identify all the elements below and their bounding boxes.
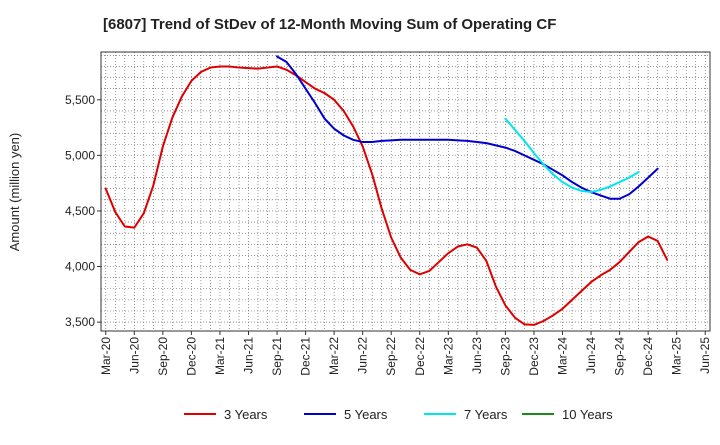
- x-tick-label: Sep-24: [613, 337, 627, 376]
- legend-item: 7 Years: [424, 407, 508, 422]
- legend-label: 10 Years: [562, 407, 613, 422]
- chart-title: [6807] Trend of StDev of 12-Month Moving…: [103, 16, 556, 33]
- plot-frame: [100, 51, 711, 332]
- x-tick-label: Jun-20: [127, 337, 141, 374]
- y-tick-label: 3,500: [65, 315, 95, 329]
- series-line-3-years: [104, 65, 669, 326]
- x-tick-label: Mar-24: [556, 337, 570, 375]
- x-tick-label: Mar-20: [99, 337, 113, 375]
- series-line-5-years: [276, 55, 659, 200]
- x-tick-label: Jun-23: [470, 337, 484, 374]
- x-tick-label: Mar-25: [670, 337, 684, 375]
- y-tick-label: 4,500: [65, 204, 95, 218]
- y-tick-label: 5,000: [65, 148, 95, 162]
- legend-label: 3 Years: [224, 407, 268, 422]
- x-tick-label: Jun-22: [356, 337, 370, 374]
- x-tick-label: Sep-22: [384, 337, 398, 376]
- x-tick-label: Jun-24: [584, 337, 598, 374]
- x-tick-label: Mar-23: [441, 337, 455, 375]
- x-tick-label: Dec-24: [641, 337, 655, 376]
- x-tick-label: Sep-23: [498, 337, 512, 376]
- x-tick-label: Mar-21: [213, 337, 227, 375]
- legend: 3 Years 5 Years 7 Years 10 Years: [184, 407, 613, 422]
- x-tick-label: Dec-21: [299, 337, 313, 376]
- x-tick-label: Sep-20: [156, 337, 170, 376]
- legend-item: 10 Years: [522, 407, 613, 422]
- y-tick-label: 5,500: [65, 93, 95, 107]
- plot-background: [101, 52, 710, 331]
- x-tick-label: Sep-21: [270, 337, 284, 376]
- legend-label: 7 Years: [464, 407, 508, 422]
- x-tick-label: Dec-23: [527, 337, 541, 376]
- x-tick-label: Mar-22: [327, 337, 341, 375]
- legend-item: 5 Years: [304, 407, 388, 422]
- series-line-7-years: [504, 117, 640, 194]
- y-axis-label: Amount (million yen): [7, 133, 22, 252]
- x-tick-label: Dec-22: [413, 337, 427, 376]
- x-tick-label: Jun-21: [241, 337, 255, 374]
- legend-item: 3 Years: [184, 407, 268, 422]
- x-tick-label: Jun-25: [698, 337, 712, 374]
- x-tick-label: Dec-20: [184, 337, 198, 376]
- legend-label: 5 Years: [344, 407, 388, 422]
- plot-area: 3,500 4,000 4,500 5,000 5,500 Mar-20 Jun-20 Sep…: [65, 51, 712, 376]
- y-tick-label: 4,000: [65, 260, 95, 274]
